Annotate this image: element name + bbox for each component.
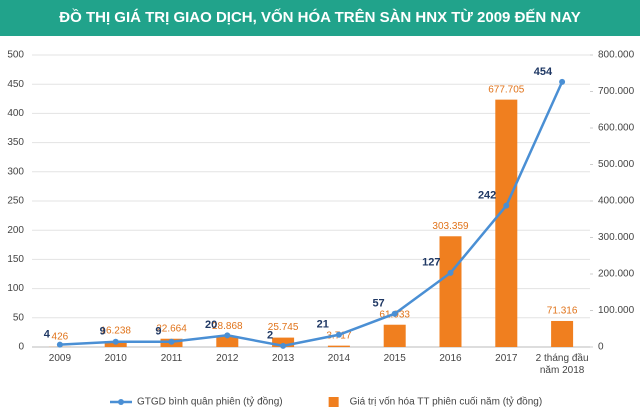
x-tick-label-box: 2017 [495,353,518,364]
x-tick-label-box: 2010 [104,353,127,364]
bar [272,337,295,347]
x-tick-label-box: 2011 [160,353,183,364]
x-tick-label: 2009 [48,353,72,364]
bar [551,320,574,347]
x-tick-label: 2010 [104,353,127,364]
line-point [224,332,231,339]
x-tick-label-box: 2009 [48,353,72,364]
y2-tick-label: 300.000 [598,232,635,243]
x-tick-label-box: 2015 [383,353,406,364]
chart-title: ĐỒ THỊ GIÁ TRỊ GIAO DỊCH, VỐN HÓA TRÊN S… [59,8,580,26]
line-point [503,202,510,209]
bar-value-label: 71.316 [547,306,578,317]
line-point [335,331,342,338]
x-tick-label-box: 2013 [271,353,295,364]
y-tick-label: 0 [18,342,24,353]
y-tick-label: 400 [7,108,24,119]
legend-label: GTGD bình quân phiên (tỷ đồng) [137,396,283,408]
title-banner [0,0,640,36]
line-value-label: 454 [534,66,553,78]
x-tick-label-box: 2014 [327,353,351,364]
bar-value-label: 426 [52,331,69,342]
line-value-label: 20 [205,319,217,331]
bar [383,324,406,347]
line-value-label: 2 [267,330,273,342]
x-tick-label-box: 2016 [439,353,462,364]
line-point [447,269,454,276]
bar-value-label: 22.664 [156,323,187,334]
y-tick-label: 300 [7,166,24,177]
bar-value-label: 28.868 [212,321,243,332]
bar-value-label: 677.705 [488,84,525,95]
x-tick-label: 2014 [327,353,351,364]
y2-tick-label: 0 [598,342,604,353]
y-tick-label: 200 [7,225,24,236]
bar [327,345,350,347]
line-value-label: 9 [155,326,161,338]
line-value-label: 9 [100,326,106,338]
x-tick-label: 2011 [160,353,183,364]
line-point [391,310,398,317]
line-value-label: 127 [422,257,440,269]
y2-tick-label: 200.000 [598,269,635,280]
y-tick-label: 50 [13,312,25,323]
bar [216,336,239,347]
y2-tick-label: 800.000 [598,50,635,61]
line [59,81,564,348]
x-tick-label: 2015 [383,353,406,364]
x-tick-label: 2013 [271,353,295,364]
y2-tick-label: 700.000 [598,86,635,97]
y2-tick-label: 100.000 [598,305,635,316]
legend-swatch [328,397,339,407]
bar-value-label: 16.238 [100,326,131,337]
x-tick-label: 2016 [439,353,462,364]
x-tick-label: 2012 [216,353,239,364]
line-point [168,338,175,345]
y-tick-label: 350 [7,137,24,148]
x-tick-label: 2 tháng đầu năm 2018 [535,353,589,376]
x-tick-label-box: 2012 [216,353,239,364]
bar [495,99,518,348]
line-point [559,78,566,85]
x-tick-label-box: 2 tháng đầu năm 2018 [535,353,589,376]
line-point [112,338,119,345]
line-point [280,342,287,349]
bar [439,236,462,347]
y-tick-label: 100 [7,283,24,294]
y-tick-label: 150 [7,254,24,265]
line-value-label: 242 [478,190,496,202]
line-value-label: 21 [317,319,329,331]
line-point [56,341,63,348]
legend-marker [118,399,124,405]
y2-tick-label: 600.000 [598,123,635,134]
bar-value-label: 25.745 [268,322,299,333]
line-value-label: 57 [372,298,384,310]
x-tick-label: 2017 [495,353,518,364]
y-tick-label: 500 [7,50,24,61]
y2-tick-label: 400.000 [598,196,635,207]
y2-tick-label: 500.000 [598,159,635,170]
line-value-label: 4 [44,329,51,341]
y-tick-label: 250 [7,196,24,207]
legend-label: Giá trị vốn hóa TT phiên cuối năm (tỷ đồ… [350,396,543,408]
bar-value-label: 303.359 [432,221,469,232]
y-tick-label: 450 [7,79,24,90]
